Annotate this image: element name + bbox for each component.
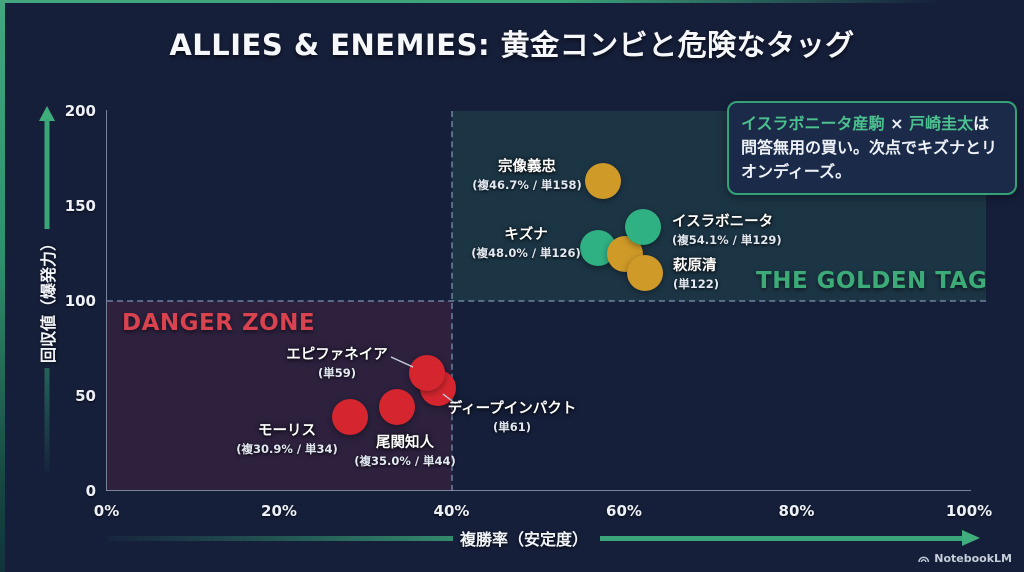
callout-separator: ×: [884, 114, 910, 133]
annotation-callout: イスラボニータ産駒 × 戸崎圭太は問答無用の買い。次点でキズナとリオンディーズ。: [727, 101, 1017, 195]
zone-label-golden: THE GOLDEN TAG: [756, 268, 988, 294]
y-axis-line: [106, 110, 107, 491]
zone-label-danger: DANGER ZONE: [122, 310, 316, 336]
brand-badge: NotebookLM: [917, 552, 1012, 565]
green-frame-left: [0, 0, 5, 572]
x-tick-label: 20%: [261, 502, 297, 520]
callout-body: は問答無用の買い。次点でキズナとリオンディーズ。: [741, 114, 998, 181]
scatter-bubble-エピファネイア[interactable]: [409, 355, 446, 392]
brand-label: NotebookLM: [934, 552, 1012, 565]
scatter-bubble-尾関知人[interactable]: [379, 389, 416, 426]
threshold-line-horizontal: [106, 300, 987, 302]
x-axis-label: 複勝率（安定度）: [459, 530, 589, 549]
y-tick-label: 0: [85, 482, 96, 500]
scatter-bubble-宗像義忠[interactable]: [585, 163, 622, 200]
y-axis-label: 回収値（爆発力）: [39, 234, 58, 364]
green-frame-top: [0, 0, 1024, 3]
y-tick-label: 100: [64, 292, 96, 310]
notebooklm-logo-icon: [918, 556, 930, 563]
callout-highlight-sire: イスラボニータ産駒: [741, 114, 885, 133]
x-tick-label: 100%: [945, 502, 993, 520]
y-tick-label: 200: [64, 102, 96, 120]
chart-title: ALLIES & ENEMIES: 黄金コンビと危険なタッグ: [169, 28, 855, 62]
scatter-bubble-イスラボニータ[interactable]: [624, 208, 661, 245]
x-tick-label: 40%: [433, 502, 470, 520]
scatter-bubble-萩原清[interactable]: [626, 254, 663, 291]
x-axis-line: [106, 490, 971, 491]
scatter-bubble-モーリス[interactable]: [331, 398, 368, 435]
callout-highlight-jockey: 戸崎圭太: [909, 114, 974, 133]
y-tick-label: 50: [75, 387, 96, 405]
y-tick-label: 150: [64, 197, 96, 215]
x-tick-label: 80%: [778, 502, 815, 520]
x-tick-label: 60%: [606, 502, 642, 520]
x-tick-label: 0%: [93, 502, 120, 520]
